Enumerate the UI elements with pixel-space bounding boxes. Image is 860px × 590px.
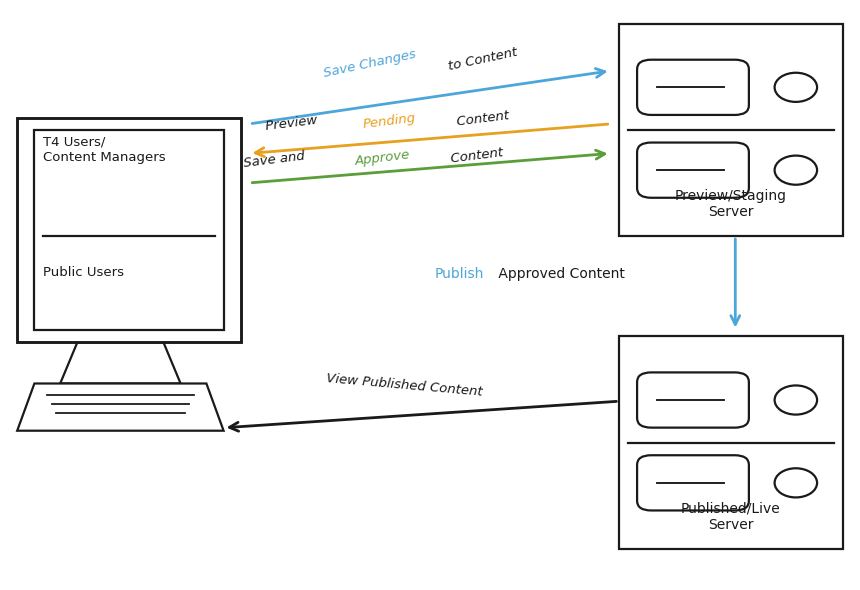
Text: Content: Content <box>445 146 504 166</box>
FancyBboxPatch shape <box>637 372 749 428</box>
Text: Preview: Preview <box>265 113 322 133</box>
Text: Preview/Staging
Server: Preview/Staging Server <box>675 189 787 219</box>
Circle shape <box>775 156 817 185</box>
Bar <box>17 118 241 342</box>
Text: Pending: Pending <box>362 112 417 131</box>
Text: Published/Live
Server: Published/Live Server <box>681 502 781 532</box>
Text: T4 Users/
Content Managers: T4 Users/ Content Managers <box>43 136 166 163</box>
Text: Save Changes: Save Changes <box>322 47 417 80</box>
Bar <box>34 130 224 330</box>
Text: Save and: Save and <box>243 149 310 170</box>
Circle shape <box>775 73 817 102</box>
Polygon shape <box>17 384 224 431</box>
FancyBboxPatch shape <box>637 60 749 115</box>
FancyBboxPatch shape <box>637 455 749 510</box>
Text: Approve: Approve <box>354 149 411 168</box>
FancyBboxPatch shape <box>637 143 749 198</box>
Text: Content: Content <box>452 109 510 129</box>
Circle shape <box>775 468 817 497</box>
Bar <box>619 336 843 549</box>
Text: Approved Content: Approved Content <box>494 267 625 281</box>
Circle shape <box>775 385 817 415</box>
Text: View Published Content: View Published Content <box>326 372 482 398</box>
Polygon shape <box>60 342 181 384</box>
Text: to Content: to Content <box>443 45 519 74</box>
Text: Public Users: Public Users <box>43 266 124 278</box>
Bar <box>619 24 843 236</box>
Text: Publish: Publish <box>434 267 483 281</box>
